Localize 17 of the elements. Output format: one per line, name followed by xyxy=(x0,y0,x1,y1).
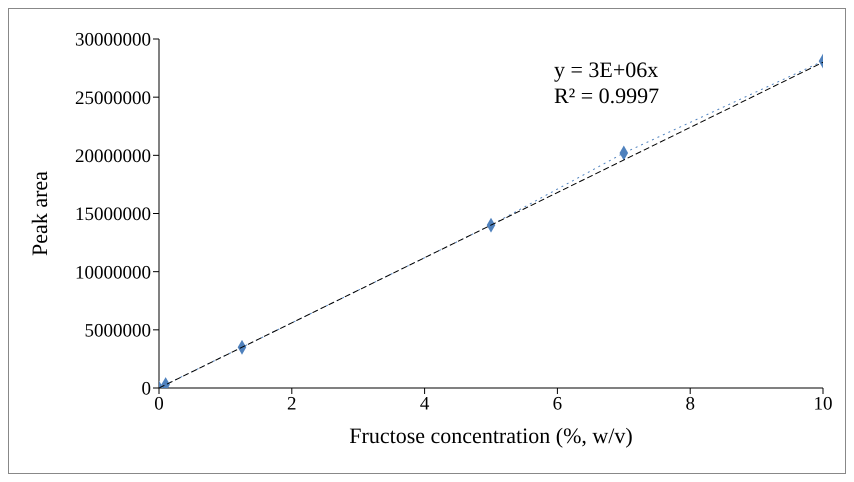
x-tick-label: 2 xyxy=(287,393,297,414)
y-tick-label: 15000000 xyxy=(75,204,151,226)
y-axis-title: Peak area xyxy=(26,170,52,256)
x-axis-title: Fructose concentration (%, w/v) xyxy=(349,423,633,448)
x-tick-label: 6 xyxy=(552,393,562,414)
y-tick-label: 0 xyxy=(142,378,151,400)
annotation: y = 3E+06x xyxy=(554,57,660,83)
x-tick-label: 4 xyxy=(420,393,430,414)
y-tick-label: 30000000 xyxy=(75,30,151,51)
y-tick-label: 10000000 xyxy=(75,262,151,284)
annotation: R² = 0.9997 xyxy=(554,83,660,109)
x-tick-label: 8 xyxy=(685,393,695,414)
y-tick-label: 20000000 xyxy=(75,146,151,168)
y-tick-label: 25000000 xyxy=(75,88,151,109)
y-tick-label: 5000000 xyxy=(84,320,151,342)
x-tick-label: 0 xyxy=(154,393,164,414)
x-tick-label: 10 xyxy=(814,393,832,414)
